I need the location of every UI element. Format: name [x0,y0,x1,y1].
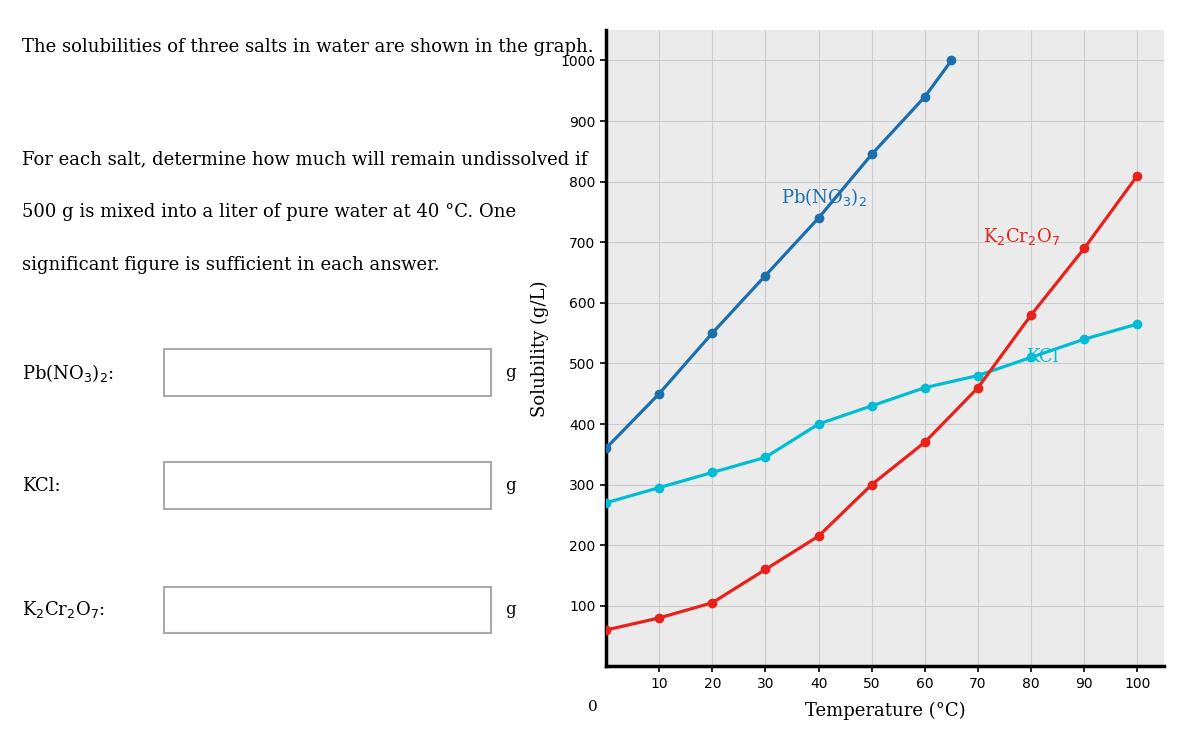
Text: g: g [505,477,516,494]
Text: For each salt, determine how much will remain undissolved if: For each salt, determine how much will r… [22,151,587,169]
FancyBboxPatch shape [163,587,492,633]
Text: significant figure is sufficient in each answer.: significant figure is sufficient in each… [22,256,439,274]
Text: Pb(NO$_3$)$_2$:: Pb(NO$_3$)$_2$: [22,361,114,384]
Text: K$_2$Cr$_2$O$_7$:: K$_2$Cr$_2$O$_7$: [22,599,104,620]
Text: The solubilities of three salts in water are shown in the graph.: The solubilities of three salts in water… [22,38,594,56]
X-axis label: Temperature (°C): Temperature (°C) [805,702,965,720]
FancyBboxPatch shape [163,349,492,396]
Text: g: g [505,364,516,381]
Text: g: g [505,602,516,618]
Text: 0: 0 [588,700,598,714]
Text: K$_2$Cr$_2$O$_7$: K$_2$Cr$_2$O$_7$ [983,226,1061,247]
FancyBboxPatch shape [163,462,492,509]
Text: KCl:: KCl: [22,477,60,495]
Y-axis label: Solubility (g/L): Solubility (g/L) [532,280,550,416]
Text: Pb(NO$_3$)$_2$: Pb(NO$_3$)$_2$ [781,186,868,208]
Text: 500 g is mixed into a liter of pure water at 40 °C. One: 500 g is mixed into a liter of pure wate… [22,203,516,221]
Text: KCl: KCl [1026,349,1058,367]
